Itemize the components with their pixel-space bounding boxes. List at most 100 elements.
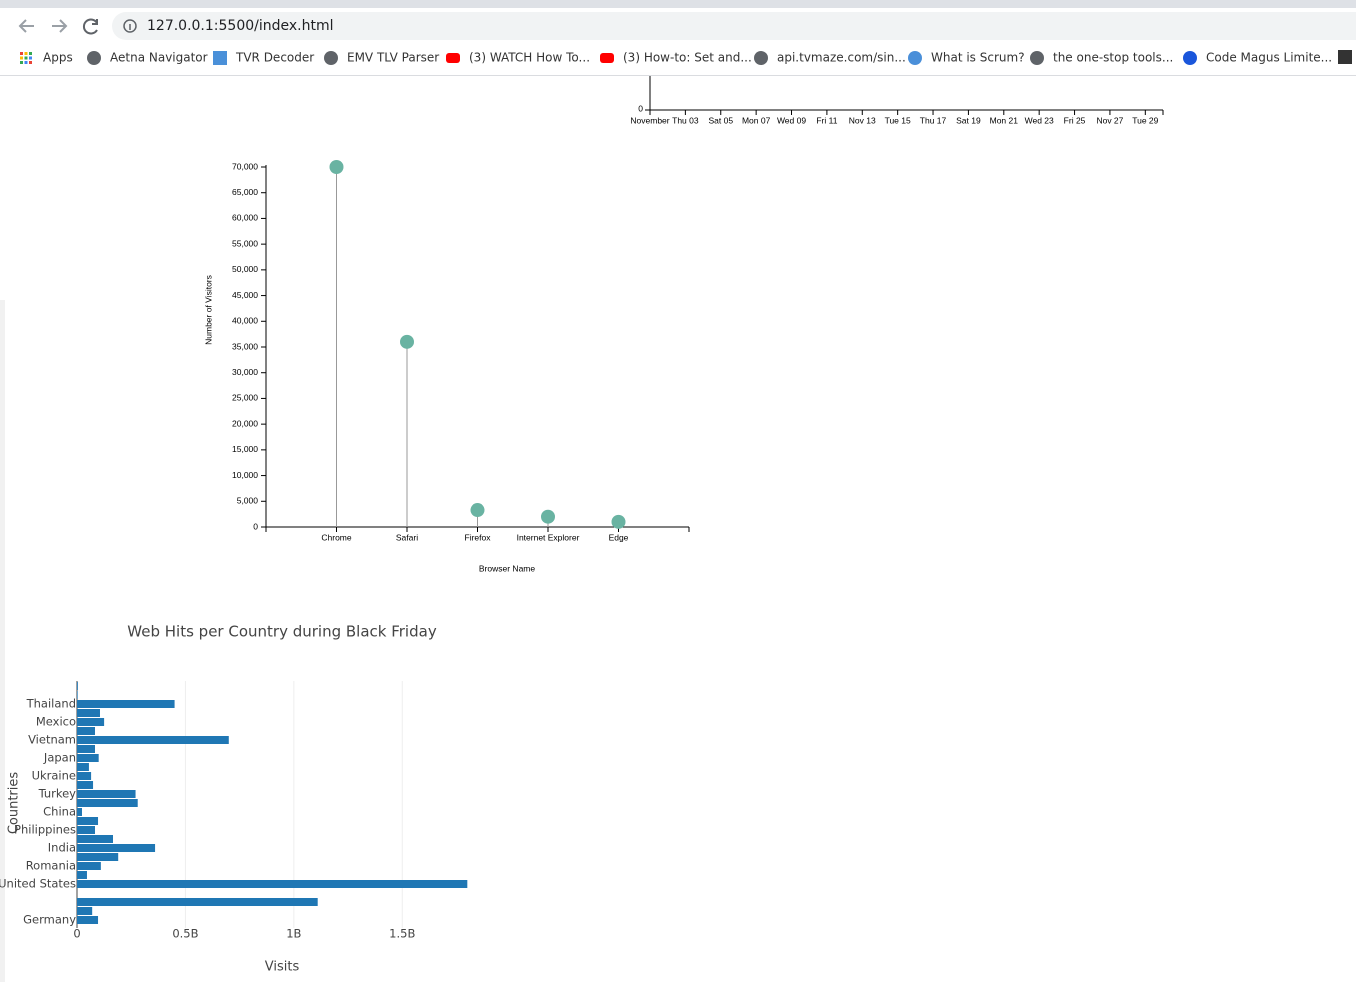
- x-tick-label: 1B: [286, 927, 301, 941]
- x-tick-label: 0.5B: [172, 927, 198, 941]
- y-tick-label: 10,000: [232, 470, 258, 480]
- scrollbar: [0, 300, 5, 982]
- bar: [77, 853, 119, 861]
- y-tick-label: Japan: [43, 751, 76, 765]
- bookmark-icon: [446, 53, 460, 63]
- reading-list-icon[interactable]: [1338, 50, 1352, 64]
- x-tick-label: Wed 09: [777, 115, 806, 125]
- bookmark[interactable]: Apps: [43, 51, 73, 65]
- x-tick-label: Mon 07: [742, 115, 771, 125]
- bar: [77, 736, 229, 744]
- forward-button[interactable]: [52, 19, 68, 33]
- x-tick-label: Thu 17: [920, 115, 947, 125]
- bookmark-icon: [1183, 51, 1197, 65]
- bar: [77, 709, 100, 717]
- x-tick-label: Tue 15: [885, 115, 911, 125]
- info-icon[interactable]: [123, 19, 137, 33]
- x-tick-label: Nov 13: [849, 115, 876, 125]
- x-tick-label: Mon 21: [990, 115, 1019, 125]
- bar: [77, 745, 95, 753]
- x-tick-label: Internet Explorer: [517, 532, 580, 542]
- bookmark-icon: [324, 51, 338, 65]
- x-tick-label: Tue 29: [1132, 115, 1158, 125]
- y-tick-label: 30,000: [232, 367, 258, 377]
- bookmark-icon: [1030, 51, 1044, 65]
- bar: [77, 718, 105, 726]
- dot: [329, 160, 344, 174]
- x-tick-label: Sat 05: [708, 115, 733, 125]
- dot: [470, 503, 485, 518]
- x-tick-label: Thu 03: [672, 115, 699, 125]
- y-tick-label: 60,000: [232, 213, 258, 223]
- x-tick-label: Fri 11: [816, 115, 837, 125]
- x-tick-label: Safari: [396, 532, 418, 542]
- bookmark[interactable]: Aetna Navigator: [110, 51, 208, 65]
- url[interactable]: 127.0.0.1:5500/index.html: [147, 18, 334, 34]
- bar: [77, 781, 94, 789]
- y-tick-label: 0: [638, 103, 643, 113]
- bar: [77, 871, 87, 879]
- y-tick-label: Turkey: [38, 787, 77, 801]
- apps-icon: [20, 56, 23, 60]
- y-tick-label: 50,000: [232, 264, 258, 274]
- x-tick-label: Chrome: [321, 532, 352, 542]
- y-tick-label: 55,000: [232, 238, 258, 248]
- y-tick-label: 5,000: [237, 496, 259, 506]
- apps-icon: [24, 52, 28, 55]
- y-tick-label: Thailand: [26, 697, 76, 711]
- dot: [611, 514, 626, 529]
- bar: [77, 817, 99, 825]
- bar: [77, 898, 318, 906]
- y-tick-label: 0: [253, 521, 258, 531]
- apps-icon: [20, 52, 23, 55]
- dot: [400, 334, 414, 349]
- y-tick-label: Philippines: [14, 823, 76, 837]
- y-tick-label: United States: [0, 877, 76, 891]
- bar: [77, 808, 82, 816]
- bookmark[interactable]: What is Scrum?: [931, 51, 1025, 65]
- bar: [77, 880, 468, 888]
- bookmark-icon: [754, 51, 768, 65]
- y-tick-label: Germany: [23, 913, 76, 927]
- bookmark[interactable]: (3) WATCH How To...: [469, 51, 590, 65]
- bookmark-icon: [87, 51, 101, 65]
- x-tick-label: November: [630, 115, 669, 125]
- dot: [541, 509, 555, 524]
- y-axis-title: Number of Visitors: [203, 275, 213, 345]
- back-button[interactable]: [18, 19, 34, 33]
- bar: [77, 862, 101, 870]
- x-axis-title: Visits: [265, 960, 300, 975]
- y-tick-label: 65,000: [232, 187, 258, 197]
- y-tick-label: Mexico: [36, 715, 76, 729]
- bookmark[interactable]: TVR Decoder: [235, 51, 314, 65]
- bookmark[interactable]: api.tvmaze.com/sin...: [777, 51, 906, 65]
- bookmark[interactable]: EMV TLV Parser: [347, 51, 439, 65]
- y-tick-label: 15,000: [232, 444, 258, 454]
- bookmark[interactable]: (3) How-to: Set and...: [623, 51, 752, 65]
- bar: [77, 772, 92, 780]
- bar: [77, 799, 138, 807]
- y-tick-label: Vietnam: [28, 733, 76, 747]
- apps-icon: [20, 61, 23, 64]
- bookmark[interactable]: the one-stop tools...: [1053, 51, 1173, 65]
- y-tick-label: 45,000: [232, 290, 258, 300]
- bar: [77, 754, 99, 762]
- address-bar[interactable]: [112, 12, 1356, 40]
- apps-icon: [29, 56, 32, 60]
- chart-title: Web Hits per Country during Black Friday: [127, 623, 437, 641]
- apps-icon: [24, 61, 28, 64]
- y-tick-label: 25,000: [232, 393, 258, 403]
- y-axis-title: Countries: [7, 772, 22, 835]
- x-tick-label: Sat 19: [956, 115, 981, 125]
- bar: [77, 826, 95, 834]
- x-tick-label: Edge: [609, 532, 629, 542]
- x-tick-label: Nov 27: [1096, 115, 1123, 125]
- apps-icon: [29, 52, 32, 55]
- apps-icon: [24, 56, 28, 60]
- y-tick-label: Ukraine: [32, 769, 76, 783]
- reload-button[interactable]: [83, 18, 98, 35]
- bookmark[interactable]: Code Magus Limite...: [1206, 51, 1332, 65]
- y-tick-label: 35,000: [232, 341, 258, 351]
